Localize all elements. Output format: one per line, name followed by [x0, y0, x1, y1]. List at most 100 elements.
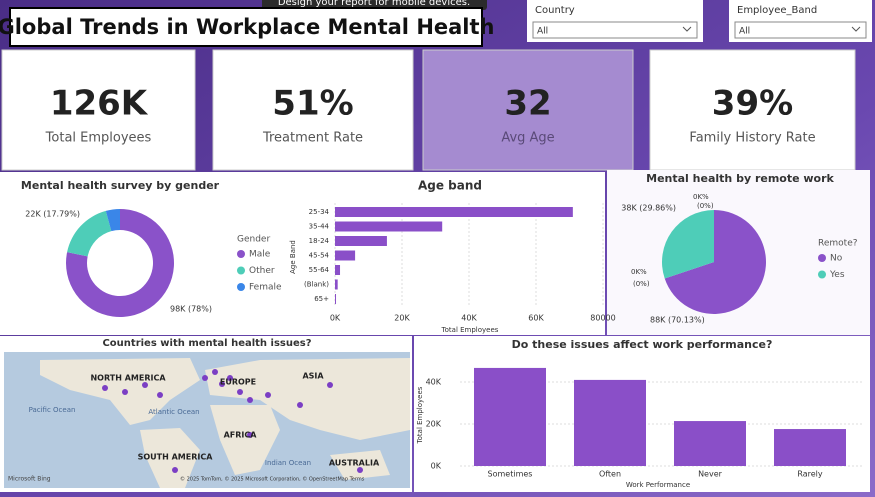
y-tick-label: 35-44: [309, 223, 330, 231]
y-axis-label: Age Band: [289, 240, 297, 274]
annotation: 0K%: [693, 193, 709, 201]
x-tick-label: Never: [698, 470, 723, 479]
slice: [661, 210, 714, 279]
data-label: 88K (70.13%): [650, 316, 705, 325]
map-label: SOUTH AMERICA: [138, 453, 214, 462]
bar: [335, 221, 443, 232]
map-markers: [102, 369, 363, 473]
kpi-card: [422, 49, 634, 171]
map-label: Atlantic Ocean: [148, 408, 199, 416]
slicers: Country All Employee_Band All: [527, 0, 872, 42]
y-tick-label: 18-24: [309, 237, 330, 245]
title-box: [9, 7, 483, 47]
slice: [65, 209, 174, 317]
y-tick-label: (Blank): [304, 281, 329, 289]
annotation: 0K%: [631, 268, 647, 276]
y-tick-label: 55-64: [309, 266, 330, 274]
map-label: Pacific Ocean: [29, 406, 76, 414]
bar: [574, 379, 646, 466]
data-label: 22K (17.79%): [25, 210, 80, 219]
x-tick-label: Often: [599, 470, 621, 479]
kpi-value: 39%: [712, 84, 793, 124]
legend-swatch: [237, 266, 245, 275]
legend-swatch: [237, 283, 245, 291]
charts: Mental health survey by gender 98K (78%) 2…: [8, 172, 862, 489]
map-label: ASIA: [302, 372, 324, 381]
map-label: EUROPE: [220, 378, 256, 387]
chart-title: Do these issues affect work performance?: [512, 338, 773, 351]
y-tick-label: 40K: [426, 378, 442, 387]
map-label: AUSTRALIA: [329, 459, 380, 468]
slice: [664, 210, 766, 315]
bar: [335, 250, 356, 261]
y-tick-label: 0K: [431, 462, 442, 471]
land: [210, 405, 280, 475]
land: [205, 358, 410, 440]
y-tick-label: 25-34: [309, 208, 330, 216]
kpi-label: Avg Age: [501, 131, 554, 146]
x-axis-label: Work Performance: [626, 481, 690, 489]
legend-title: Remote?: [818, 239, 858, 249]
map-logo: Microsoft Bing: [8, 476, 51, 483]
chevron: [682, 26, 692, 32]
kpi-label: Family History Rate: [689, 131, 815, 146]
map-label: AFRICA: [224, 431, 258, 440]
chart-title: Age band: [418, 179, 482, 193]
bar: [335, 294, 337, 304]
map: [4, 352, 410, 488]
x-tick-label: 40K: [461, 314, 477, 323]
x-tick-label: 20K: [394, 314, 410, 323]
x-tick-label: 60K: [528, 314, 544, 323]
chart-title: Mental health by remote work: [646, 172, 834, 185]
slicer-value: All: [739, 27, 750, 37]
x-tick-label: 0K: [330, 314, 341, 323]
kpi-card: [212, 49, 414, 171]
data-label: 38K (29.86%): [621, 204, 676, 213]
slicer-value: All: [537, 27, 548, 37]
slice: [105, 209, 120, 232]
y-tick-label: 45-54: [309, 252, 330, 260]
x-tick-label: Rarely: [797, 470, 823, 479]
map-label: Indian Ocean: [265, 459, 311, 467]
land: [330, 450, 390, 480]
bar: [335, 207, 573, 217]
panel: [0, 172, 605, 335]
slicer-dropdown[interactable]: [532, 21, 698, 39]
bar: [674, 421, 746, 466]
slice: [67, 210, 112, 257]
x-tick-label: Sometimes: [488, 470, 533, 479]
tooltip-text: Design your report for mobile devices.: [278, 0, 470, 8]
dashboard-title: Global Trends in Workplace Mental Health: [0, 15, 495, 39]
kpi-label: Total Employees: [45, 131, 152, 146]
chevron: [851, 26, 861, 32]
kpi-card: [1, 49, 196, 171]
kpi-card: [649, 49, 856, 171]
slicer-label: Employee_Band: [737, 5, 817, 16]
annotation: (0%): [633, 280, 650, 288]
legend-label: No: [830, 254, 843, 264]
chart-title: Mental health survey by gender: [21, 179, 220, 192]
annotation: (0%): [697, 202, 714, 210]
legend-swatch: [818, 254, 826, 262]
map-label: NORTH AMERICA: [90, 374, 166, 383]
land: [140, 428, 200, 488]
slicer-label: Country: [535, 5, 575, 16]
bar: [335, 279, 338, 290]
kpi-label: Treatment Rate: [262, 131, 363, 146]
legend-label: Other: [249, 266, 275, 276]
legend-label: Female: [249, 283, 282, 293]
legend-label: Yes: [829, 270, 845, 280]
bar: [774, 429, 846, 466]
x-tick-label: 80000: [590, 314, 615, 323]
bar: [474, 367, 546, 466]
bar: [335, 236, 387, 246]
slicer-dropdown[interactable]: [734, 21, 867, 39]
bar: [335, 265, 341, 275]
kpi-value: 32: [504, 84, 551, 124]
legend-title: Gender: [237, 235, 270, 245]
y-tick-label: 65+: [314, 295, 329, 303]
data-label: 98K (78%): [170, 305, 212, 314]
x-axis-label: Total Employees: [441, 326, 499, 334]
y-tick-label: 20K: [426, 420, 442, 429]
